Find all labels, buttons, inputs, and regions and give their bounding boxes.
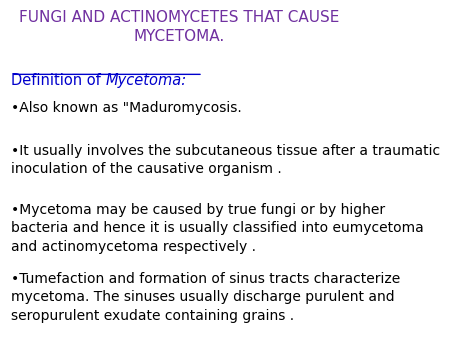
Text: •It usually involves the subcutaneous tissue after a traumatic
inoculation of th: •It usually involves the subcutaneous ti… [11,144,440,176]
Text: •Also known as "Maduromycosis.: •Also known as "Maduromycosis. [11,101,242,115]
Text: FUNGI AND ACTINOMYCETES THAT CAUSE
MYCETOMA.: FUNGI AND ACTINOMYCETES THAT CAUSE MYCET… [19,10,340,44]
Text: •Mycetoma may be caused by true fungi or by higher
bacteria and hence it is usua: •Mycetoma may be caused by true fungi or… [11,203,423,254]
Text: •Tumefaction and formation of sinus tracts characterize
mycetoma. The sinuses us: •Tumefaction and formation of sinus trac… [11,272,400,323]
Text: Definition of: Definition of [11,73,105,88]
Text: Mycetoma:: Mycetoma: [106,73,187,88]
